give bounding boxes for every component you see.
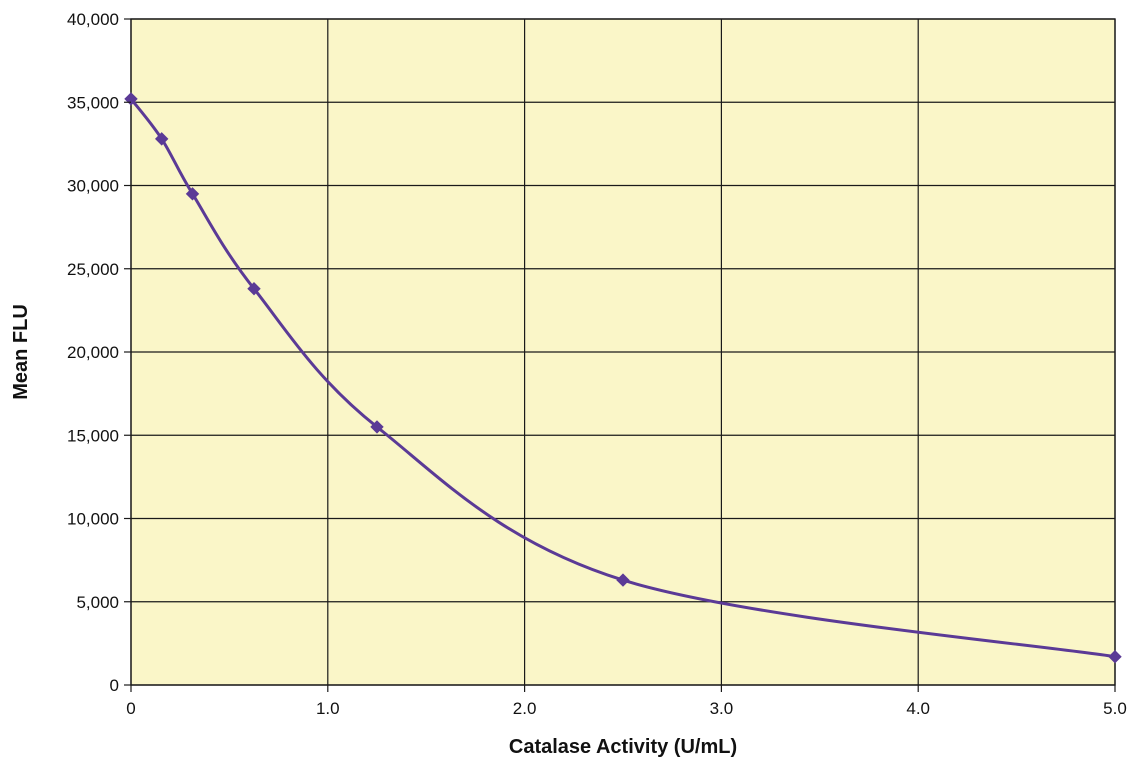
x-tick-label: 4.0 — [906, 699, 930, 718]
x-tick-label: 0 — [126, 699, 135, 718]
x-tick-label: 5.0 — [1103, 699, 1127, 718]
x-tick-label: 2.0 — [513, 699, 537, 718]
y-tick-label: 20,000 — [67, 343, 119, 362]
y-tick-label: 35,000 — [67, 93, 119, 112]
x-tick-label: 1.0 — [316, 699, 340, 718]
x-axis-title: Catalase Activity (U/mL) — [509, 736, 737, 758]
markers — [124, 92, 1122, 664]
data-point-marker — [247, 282, 261, 296]
x-tick-label: 3.0 — [710, 699, 734, 718]
y-tick-label: 5,000 — [76, 593, 119, 612]
x-axis-ticks: 0 1.0 2.0 3.0 4.0 5.0 — [126, 685, 1127, 718]
data-point-marker — [185, 187, 200, 201]
data-point-marker — [370, 420, 384, 434]
y-tick-label: 30,000 — [67, 177, 119, 196]
y-tick-label: 40,000 — [67, 10, 119, 29]
series-line-group — [129, 98, 1116, 659]
y-tick-label: 25,000 — [67, 260, 119, 279]
y-tick-label: 0 — [110, 676, 119, 695]
data-point-marker — [154, 132, 169, 146]
y-tick-label: 10,000 — [67, 510, 119, 529]
y-axis-title: Mean FLU — [10, 304, 32, 400]
y-axis-ticks: 0 5,000 10,000 15,000 20,000 25,000 30,000 35,0… — [67, 10, 131, 695]
series-line — [129, 98, 1116, 659]
y-tick-label: 15,000 — [67, 426, 119, 445]
data-point-marker — [616, 573, 630, 587]
data-point-marker — [1108, 649, 1122, 664]
